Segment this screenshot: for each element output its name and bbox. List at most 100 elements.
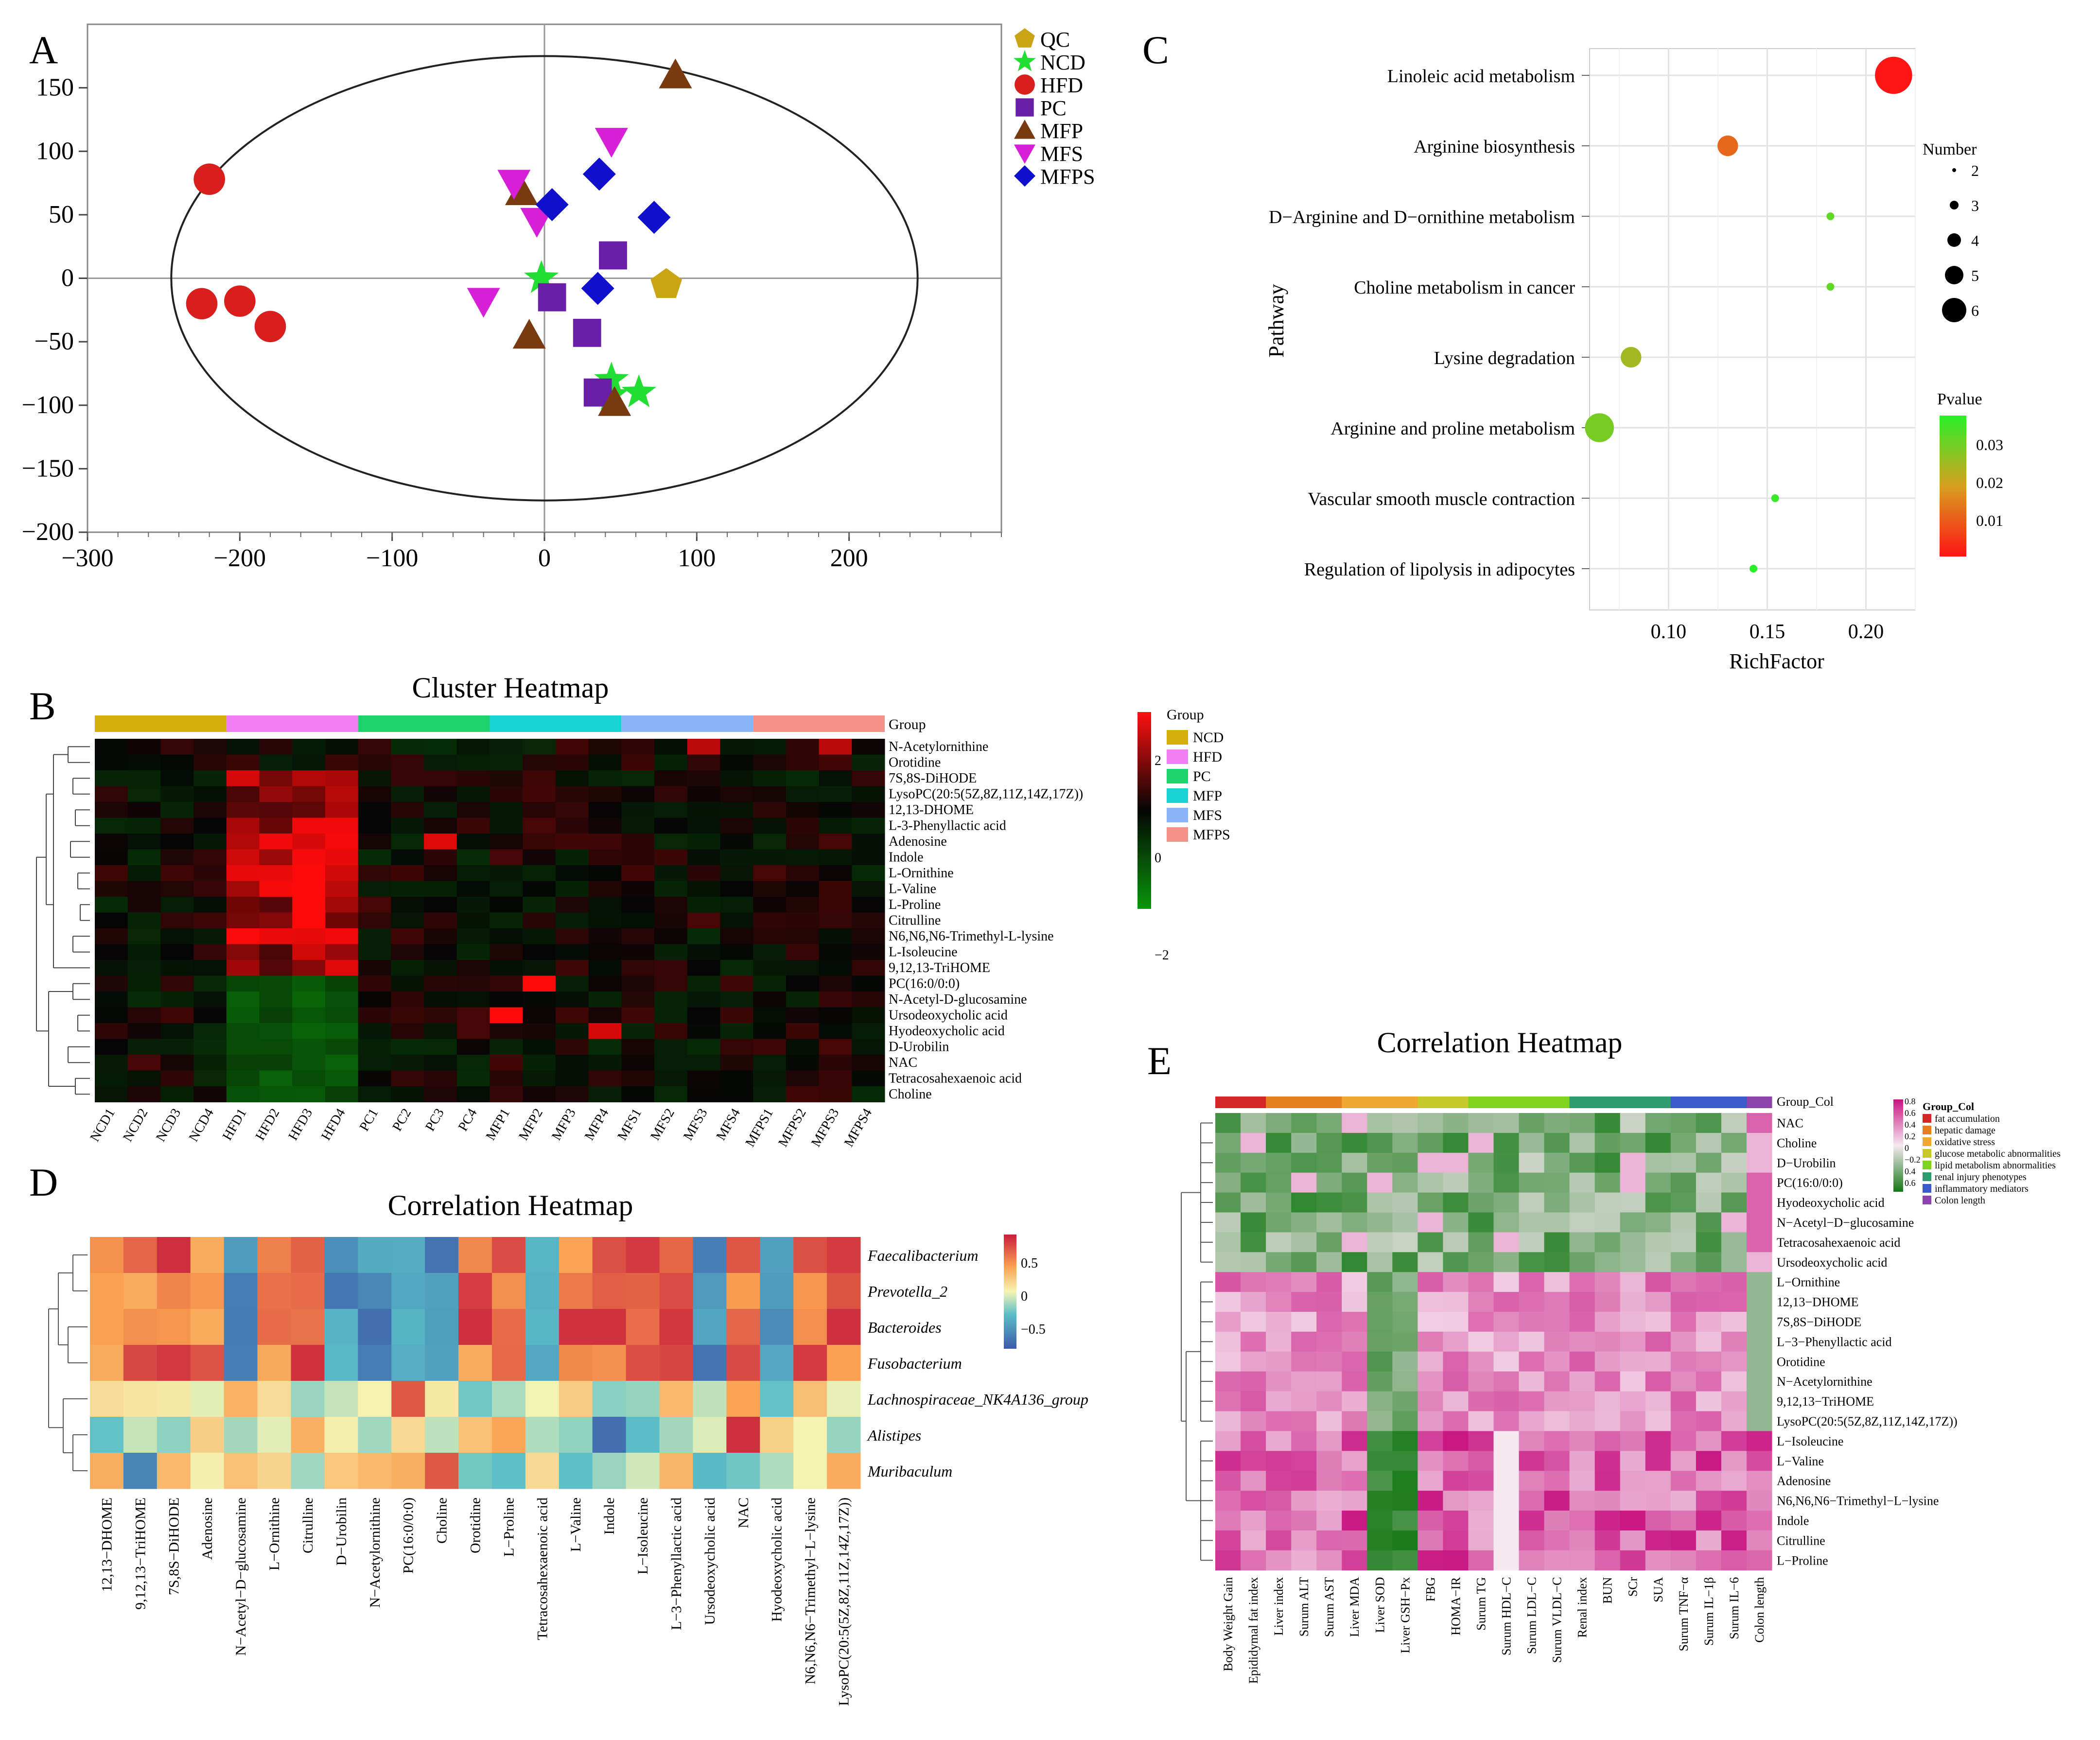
heatmap-cell: [325, 975, 359, 992]
heatmap-cell: [1696, 1471, 1722, 1491]
column-label: Choline: [434, 1497, 450, 1544]
heatmap-cell: [720, 960, 753, 976]
heatmap-cell: [1493, 1312, 1520, 1332]
heatmap-cell: [1241, 1312, 1266, 1332]
heatmap-cell: [753, 1023, 787, 1039]
qc-point: [650, 268, 682, 298]
y-tick-label: 150: [36, 74, 74, 102]
heatmap-cell: [1696, 1272, 1722, 1292]
heatmap-cell: [358, 1086, 391, 1102]
heatmap-cell: [852, 754, 885, 771]
heatmap-cell: [1493, 1113, 1520, 1133]
heatmap-cell: [1241, 1292, 1266, 1312]
pc-point: [1015, 98, 1034, 117]
heatmap-cell: [1696, 1511, 1722, 1531]
heatmap-cell: [1316, 1272, 1342, 1292]
heatmap-cell: [1721, 1212, 1747, 1233]
heatmap-cell: [555, 770, 589, 786]
heatmap-cell: [292, 975, 326, 992]
heatmap-cell: [358, 928, 391, 944]
heatmap-cell: [1594, 1491, 1621, 1511]
legend-title: Group_Col: [1923, 1100, 1974, 1113]
heatmap-cell: [626, 1237, 660, 1273]
heatmap-cell: [358, 897, 391, 913]
heatmap-cell: [1670, 1550, 1697, 1571]
heatmap-cell: [753, 754, 787, 771]
heatmap-cell: [1367, 1371, 1393, 1392]
heatmap-cell: [1215, 1511, 1241, 1531]
heatmap-cell: [90, 1309, 124, 1345]
heatmap-cell: [1746, 1371, 1772, 1392]
heatmap-cell: [90, 1417, 124, 1453]
heatmap-cell: [1493, 1411, 1520, 1431]
heatmap-cell: [1367, 1272, 1393, 1292]
enrichment-point: [1771, 494, 1779, 502]
heatmap-cell: [325, 770, 359, 786]
heatmap-cell: [555, 834, 589, 850]
row-label: Muribaculum: [867, 1462, 952, 1480]
heatmap-cell: [160, 802, 194, 818]
heatmap-cell: [424, 1055, 457, 1071]
heatmap-cell: [1468, 1172, 1494, 1193]
heatmap-cell: [786, 1039, 820, 1055]
heatmap-cell: [358, 975, 391, 992]
heatmap-cell: [1519, 1550, 1545, 1571]
heatmap-cell: [1291, 1212, 1317, 1233]
heatmap-cell: [127, 1039, 161, 1055]
heatmap-cell: [726, 1381, 760, 1417]
heatmap-cell: [358, 770, 391, 786]
heatmap-cell: [1519, 1391, 1545, 1411]
row-label: Citrulline: [1777, 1533, 1825, 1548]
heatmap-cell: [1468, 1451, 1494, 1471]
legend-swatch: [1923, 1114, 1931, 1123]
colorbar-label: 0.6: [1905, 1108, 1916, 1118]
heatmap-cell: [523, 1055, 556, 1071]
group-bar-segment: [753, 715, 885, 732]
heatmap-cell: [1721, 1331, 1747, 1352]
heatmap-cell: [555, 897, 589, 913]
panel-label-e: E: [1147, 1039, 1172, 1083]
heatmap-cell: [1215, 1113, 1241, 1133]
pc-point: [538, 283, 566, 312]
heatmap-cell: [291, 1417, 325, 1453]
heatmap-cell: [659, 1237, 693, 1273]
heatmap-cell: [1367, 1312, 1393, 1332]
heatmap-cell: [1266, 1530, 1292, 1551]
column-label: MFPS2: [775, 1106, 809, 1150]
heatmap-cell: [621, 975, 655, 992]
heatmap-cell: [1519, 1312, 1545, 1332]
heatmap-cell: [1266, 1152, 1292, 1173]
heatmap-cell: [1342, 1232, 1367, 1253]
heatmap-cell: [1367, 1391, 1393, 1411]
heatmap-cell: [786, 1070, 820, 1087]
heatmap-cell: [1266, 1471, 1292, 1491]
heatmap-cell: [693, 1237, 727, 1273]
heatmap-cell: [325, 960, 359, 976]
heatmap-cell: [1620, 1331, 1646, 1352]
heatmap-cell: [95, 897, 128, 913]
pvalue-colorbar: [1940, 416, 1966, 557]
heatmap-cell: [1291, 1411, 1317, 1431]
heatmap-cell: [1316, 1292, 1342, 1312]
size-legend-dot: [1952, 168, 1956, 172]
heatmap-cell: [1594, 1471, 1621, 1491]
heatmap-title: Cluster Heatmap: [412, 672, 609, 704]
heatmap-cell: [491, 1309, 526, 1345]
heatmap-cell: [391, 818, 424, 834]
heatmap-cell: [391, 881, 424, 897]
heatmap-cell: [259, 944, 293, 960]
heatmap-cell: [786, 865, 820, 881]
heatmap-cell: [358, 1453, 392, 1489]
pathway-label: D−Arginine and D−ornithine metabolism: [1269, 207, 1575, 227]
heatmap-cell: [292, 992, 326, 1008]
heatmap-cell: [1746, 1192, 1772, 1213]
heatmap-cell: [123, 1453, 158, 1489]
heatmap-cell: [726, 1309, 760, 1345]
heatmap-cell: [160, 1055, 194, 1071]
heatmap-cell: [456, 1070, 490, 1087]
heatmap-cell: [1519, 1252, 1545, 1272]
heatmap-cell: [1721, 1371, 1747, 1392]
heatmap-cell: [1645, 1331, 1671, 1352]
heatmap-cell: [753, 802, 787, 818]
heatmap-cell: [424, 897, 457, 913]
